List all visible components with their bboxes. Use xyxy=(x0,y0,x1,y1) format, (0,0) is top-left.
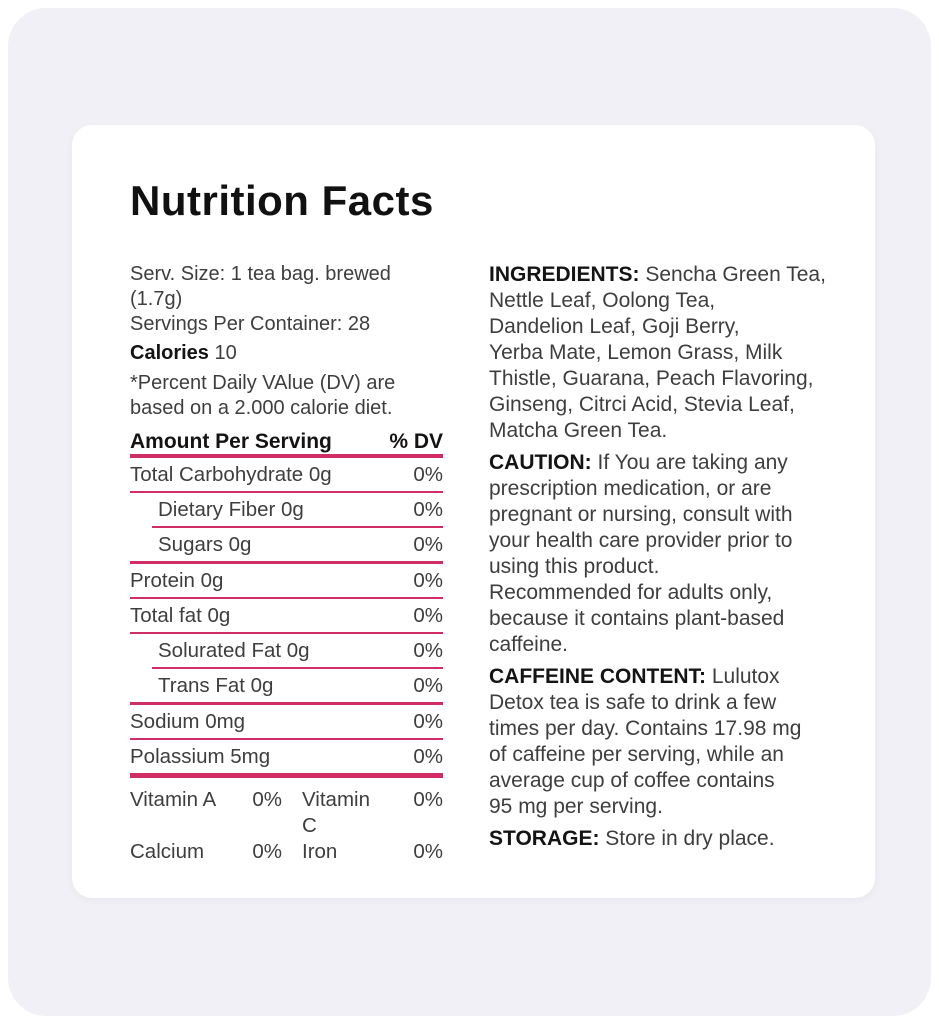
nutrient-dv: 0% xyxy=(413,674,443,697)
percent-dv-header: % DV xyxy=(389,430,443,453)
storage-section: STORAGE: Store in dry place. xyxy=(489,826,861,852)
caffeine-content-section: CAFFEINE CONTENT: Lulutox Detox tea is s… xyxy=(489,664,861,820)
separator xyxy=(130,738,443,740)
micronutrient-value: 0% xyxy=(413,788,443,811)
calories-label: Calories xyxy=(130,342,209,364)
nutrient-row-sugars: Sugars 0g 0% xyxy=(130,528,443,561)
micronutrient-value: 0% xyxy=(252,788,282,811)
nutrient-row-protein: Protein 0g 0% xyxy=(130,564,443,597)
nutrient-label: Sugars 0g xyxy=(158,533,252,556)
separator xyxy=(130,491,443,493)
micronutrient-value: 0% xyxy=(413,840,443,863)
serving-size-line: Serv. Size: 1 tea bag. brewed (1.7g) xyxy=(130,263,391,310)
separator xyxy=(130,454,443,458)
micronutrient-label: Iron xyxy=(302,840,338,863)
ingredients-section: INGREDIENTS: Sencha Green Tea, Nettle Le… xyxy=(489,262,861,444)
storage-heading: STORAGE: xyxy=(489,827,600,850)
separator xyxy=(130,632,443,634)
caution-text: If You are taking any prescription medic… xyxy=(489,451,793,656)
micronutrient-value: 0% xyxy=(252,840,282,863)
nutrient-label: Total Carbohydrate 0g xyxy=(130,463,332,486)
nutrient-dv: 0% xyxy=(413,710,443,733)
nutrition-facts-card: Nutrition Facts Serv. Size: 1 tea bag. b… xyxy=(72,125,875,898)
separator xyxy=(130,702,443,705)
separator xyxy=(152,667,443,669)
nutrient-dv: 0% xyxy=(413,498,443,521)
table-header: Amount Per Serving % DV xyxy=(130,429,443,454)
nutrient-label: Sodium 0mg xyxy=(130,710,246,733)
facts-column: Serv. Size: 1 tea bag. brewed (1.7g) Ser… xyxy=(130,262,443,865)
nutrient-dv: 0% xyxy=(413,463,443,486)
info-column: INGREDIENTS: Sencha Green Tea, Nettle Le… xyxy=(489,262,861,865)
nutrient-dv: 0% xyxy=(413,569,443,592)
nutrient-label: Dietary Fiber 0g xyxy=(158,498,304,521)
nutrient-label: Polassium 5mg xyxy=(130,745,271,768)
storage-text: Store in dry place. xyxy=(599,827,775,850)
micronutrient-row: Calcium 0% Iron 0% xyxy=(130,839,443,865)
nutrient-dv: 0% xyxy=(413,604,443,627)
micronutrients: Vitamin A 0% Vitamin C 0% Calcium 0% Iro… xyxy=(130,787,443,865)
separator xyxy=(152,526,443,528)
amount-per-serving-header: Amount Per Serving xyxy=(130,430,332,453)
nutrient-label: Total fat 0g xyxy=(130,604,231,627)
calories-value: 10 xyxy=(214,342,237,364)
nutrient-dv: 0% xyxy=(413,639,443,662)
nutrient-row-potassium: Polassium 5mg 0% xyxy=(130,740,443,773)
daily-value-note: *Percent Daily VAlue (DV) are based on a… xyxy=(130,372,396,419)
nutrient-row-total-fat: Total fat 0g 0% xyxy=(130,599,443,632)
nutrient-label: Protein 0g xyxy=(130,569,224,592)
caffeine-content-text: Lulutox Detox tea is safe to drink a few… xyxy=(489,665,802,818)
micronutrient-row: Vitamin A 0% Vitamin C 0% xyxy=(130,787,443,839)
nutrient-row-saturated-fat: Solurated Fat 0g 0% xyxy=(130,634,443,667)
caffeine-content-heading: CAFFEINE CONTENT: xyxy=(489,665,706,688)
separator xyxy=(130,561,443,564)
nutrient-row-dietary-fiber: Dietary Fiber 0g 0% xyxy=(130,493,443,526)
separator xyxy=(130,597,443,599)
caution-section: CAUTION: If You are taking any prescript… xyxy=(489,450,861,658)
nutrient-row-sodium: Sodium 0mg 0% xyxy=(130,705,443,738)
nutrient-label: Solurated Fat 0g xyxy=(158,639,310,662)
nutrient-label: Trans Fat 0g xyxy=(158,674,274,697)
nutrient-dv: 0% xyxy=(413,745,443,768)
label-columns: Serv. Size: 1 tea bag. brewed (1.7g) Ser… xyxy=(130,262,861,865)
caution-heading: CAUTION: xyxy=(489,451,592,474)
micronutrient-label: Vitamin C xyxy=(302,788,370,837)
micronutrient-label: Calcium xyxy=(130,840,205,863)
nutrient-row-trans-fat: Trans Fat 0g 0% xyxy=(130,669,443,702)
separator xyxy=(130,773,443,778)
calories-line: Calories 10 xyxy=(130,341,443,366)
nutrient-row-total-carbohydrate: Total Carbohydrate 0g 0% xyxy=(130,458,443,491)
label-title: Nutrition Facts xyxy=(130,177,434,224)
servings-per-container-line: Servings Per Container: 28 xyxy=(130,313,371,335)
micronutrient-label: Vitamin A xyxy=(130,788,217,811)
nutrition-table: Amount Per Serving % DV Total Carbohydra… xyxy=(130,429,443,865)
ingredients-text: Sencha Green Tea, Nettle Leaf, Oolong Te… xyxy=(489,263,826,442)
ingredients-heading: INGREDIENTS: xyxy=(489,263,640,286)
nutrient-dv: 0% xyxy=(413,533,443,556)
